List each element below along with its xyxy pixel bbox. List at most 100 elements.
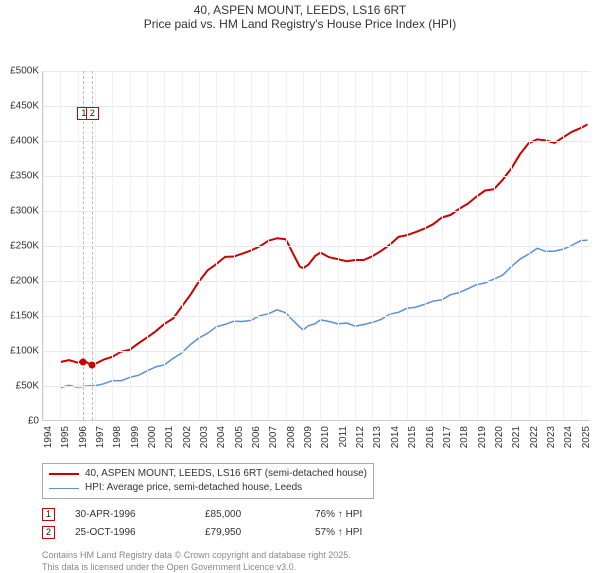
plot-area: £0£50K£100K£150K£200K£250K£300K£350K£400… <box>42 71 590 421</box>
gridline-vertical <box>303 71 304 420</box>
gridline-vertical <box>147 71 148 420</box>
transaction-date: 25-OCT-1996 <box>75 527 205 538</box>
chart-title-line2: Price paid vs. HM Land Registry's House … <box>0 17 600 31</box>
x-axis-label: 2015 <box>407 426 418 448</box>
gridline-vertical <box>338 71 339 420</box>
gridline-vertical <box>511 71 512 420</box>
legend-swatch-series2 <box>49 488 79 489</box>
chart-titles: 40, ASPEN MOUNT, LEEDS, LS16 6RT Price p… <box>0 0 600 31</box>
gridline-vertical <box>529 71 530 420</box>
x-axis-label: 2017 <box>442 426 453 448</box>
x-axis-label: 2020 <box>494 426 505 448</box>
gridline-horizontal <box>43 71 590 72</box>
x-axis-label: 2005 <box>234 426 245 448</box>
x-axis-label: 1995 <box>60 426 71 448</box>
x-axis-label: 1998 <box>112 426 123 448</box>
x-axis-label: 1996 <box>78 426 89 448</box>
transaction-hpi: 57% ↑ HPI <box>315 527 445 538</box>
y-axis-label: £200K <box>10 276 39 287</box>
x-axis-label: 2014 <box>390 426 401 448</box>
gridline-vertical <box>494 71 495 420</box>
transaction-marker-box: 2 <box>86 107 99 120</box>
gridline-horizontal <box>43 316 590 317</box>
x-axis-label: 2007 <box>268 426 279 448</box>
legend-row-series1: 40, ASPEN MOUNT, LEEDS, LS16 6RT (semi-d… <box>49 467 367 481</box>
series-line-hpi <box>60 240 587 388</box>
legend-box: 40, ASPEN MOUNT, LEEDS, LS16 6RT (semi-d… <box>42 463 374 499</box>
transaction-price: £85,000 <box>205 509 315 520</box>
transaction-price: £79,950 <box>205 527 315 538</box>
x-axis-label: 2004 <box>216 426 227 448</box>
y-axis-label: £500K <box>10 66 39 77</box>
gridline-horizontal <box>43 106 590 107</box>
legend-label-series1: 40, ASPEN MOUNT, LEEDS, LS16 6RT (semi-d… <box>85 467 367 481</box>
transaction-index-box: 2 <box>42 526 55 539</box>
x-axis-label: 2012 <box>355 426 366 448</box>
y-axis-label: £150K <box>10 311 39 322</box>
x-axis-label: 2022 <box>529 426 540 448</box>
gridline-vertical <box>268 71 269 420</box>
gridline-vertical <box>477 71 478 420</box>
y-axis-label: £100K <box>10 346 39 357</box>
gridline-vertical <box>78 71 79 420</box>
gridline-vertical <box>95 71 96 420</box>
gridline-vertical <box>407 71 408 420</box>
x-axis-label: 2013 <box>372 426 383 448</box>
x-axis-label: 2001 <box>164 426 175 448</box>
gridline-vertical <box>442 71 443 420</box>
gridline-vertical <box>390 71 391 420</box>
y-axis-label: £400K <box>10 136 39 147</box>
y-axis-label: £300K <box>10 206 39 217</box>
x-axis-label: 2018 <box>459 426 470 448</box>
gridline-vertical <box>234 71 235 420</box>
x-axis-label: 1997 <box>95 426 106 448</box>
transaction-hpi: 76% ↑ HPI <box>315 509 445 520</box>
y-axis-label: £50K <box>16 381 39 392</box>
gridline-vertical <box>459 71 460 420</box>
transaction-date: 30-APR-1996 <box>75 509 205 520</box>
x-axis-label: 1994 <box>43 426 54 448</box>
gridline-vertical <box>251 71 252 420</box>
gridline-vertical <box>216 71 217 420</box>
x-axis-label: 2009 <box>303 426 314 448</box>
gridline-vertical <box>130 71 131 420</box>
y-axis-label: £250K <box>10 241 39 252</box>
gridline-vertical <box>60 71 61 420</box>
gridline-vertical <box>320 71 321 420</box>
gridline-horizontal <box>43 211 590 212</box>
y-axis-label: £350K <box>10 171 39 182</box>
gridline-vertical <box>164 71 165 420</box>
x-axis-label: 2023 <box>546 426 557 448</box>
x-axis-label: 2016 <box>425 426 436 448</box>
x-axis-label: 2024 <box>563 426 574 448</box>
x-axis-label: 2010 <box>320 426 331 448</box>
gridline-vertical <box>43 71 44 420</box>
transaction-row: 130-APR-1996£85,00076% ↑ HPI <box>42 505 445 523</box>
gridline-vertical <box>355 71 356 420</box>
attribution: Contains HM Land Registry data © Crown c… <box>42 549 351 573</box>
attribution-line2: This data is licensed under the Open Gov… <box>42 561 351 573</box>
legend-row-series2: HPI: Average price, semi-detached house,… <box>49 481 367 495</box>
gridline-horizontal <box>43 141 590 142</box>
x-axis-label: 2000 <box>147 426 158 448</box>
attribution-line1: Contains HM Land Registry data © Crown c… <box>42 549 351 561</box>
transaction-marker-line <box>83 71 84 420</box>
gridline-horizontal <box>43 351 590 352</box>
x-axis-label: 2003 <box>199 426 210 448</box>
y-axis-label: £0 <box>28 416 39 427</box>
x-axis-label: 2002 <box>182 426 193 448</box>
gridline-vertical <box>286 71 287 420</box>
gridline-horizontal <box>43 281 590 282</box>
transaction-point <box>80 358 87 365</box>
x-axis-label: 2011 <box>338 426 349 448</box>
x-axis-label: 2025 <box>581 426 592 448</box>
transaction-row: 2 25-OCT-1996£79,95057% ↑ HPI <box>42 523 445 541</box>
gridline-vertical <box>563 71 564 420</box>
x-axis-label: 2006 <box>251 426 262 448</box>
gridline-horizontal <box>43 246 590 247</box>
y-axis-label: £450K <box>10 101 39 112</box>
legend-label-series2: HPI: Average price, semi-detached house,… <box>85 481 302 495</box>
legend-swatch-series1 <box>49 473 79 475</box>
x-axis-label: 2021 <box>511 426 522 448</box>
gridline-horizontal <box>43 176 590 177</box>
